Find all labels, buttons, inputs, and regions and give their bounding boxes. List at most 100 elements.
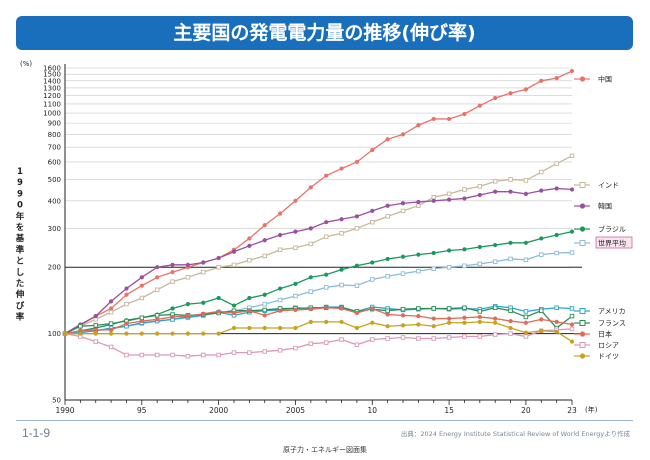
data-point — [339, 267, 344, 272]
data-point — [324, 319, 329, 324]
data-point — [124, 352, 129, 358]
data-point — [262, 238, 267, 243]
data-point — [508, 91, 513, 96]
y-tick-label: 1300 — [43, 84, 61, 92]
data-point — [231, 310, 237, 316]
data-point — [354, 342, 360, 348]
data-point — [247, 295, 252, 301]
data-point — [462, 315, 467, 320]
data-point — [477, 184, 483, 189]
y-tick-label: 1500 — [43, 71, 61, 79]
legend-marker — [579, 226, 586, 232]
data-point — [231, 325, 237, 331]
data-point — [539, 188, 544, 193]
legend-label: ブラジル — [598, 225, 626, 234]
data-point — [216, 352, 221, 358]
data-point — [293, 198, 298, 203]
legend-label: ロシア — [598, 342, 619, 350]
data-point — [431, 250, 436, 256]
series-line-8 — [64, 328, 573, 357]
data-point — [523, 240, 529, 245]
data-point — [416, 268, 421, 274]
y-tick-label: 600 — [48, 158, 61, 166]
legend-marker — [579, 203, 586, 209]
x-tick-label: 95 — [137, 406, 147, 415]
series-line-1 — [64, 155, 573, 335]
data-point — [139, 331, 144, 336]
data-point — [416, 199, 421, 205]
data-point — [446, 116, 452, 122]
data-point — [539, 236, 544, 241]
data-point — [385, 203, 390, 208]
x-tick-label: 15 — [444, 406, 454, 415]
y-tick-label: 800 — [48, 131, 61, 139]
data-point — [323, 234, 329, 239]
data-point — [508, 177, 513, 182]
data-point — [354, 283, 360, 288]
data-point — [400, 201, 406, 206]
data-point — [262, 253, 267, 259]
data-point — [569, 322, 575, 327]
data-point — [170, 331, 175, 336]
data-point — [216, 255, 221, 261]
data-point — [416, 306, 421, 311]
data-point — [523, 309, 529, 314]
data-point — [569, 339, 575, 344]
data-point — [523, 320, 529, 325]
data-point — [93, 323, 98, 328]
data-point — [477, 314, 482, 320]
data-point — [523, 178, 529, 183]
data-point — [385, 324, 390, 329]
data-point — [385, 336, 390, 341]
data-point — [508, 240, 513, 245]
data-point — [339, 166, 344, 171]
data-point — [323, 340, 329, 345]
legend-label: アメリカ — [598, 308, 626, 316]
data-point — [523, 257, 529, 263]
data-point — [293, 293, 298, 299]
data-point — [231, 249, 237, 254]
x-tick-label: 2005 — [286, 406, 305, 415]
data-point — [508, 325, 513, 331]
data-point — [431, 116, 436, 122]
data-point — [569, 313, 575, 319]
data-point — [370, 219, 375, 225]
data-point — [508, 308, 513, 313]
publisher-label: 原子力・エネルギー図面集 — [283, 446, 367, 454]
legend-marker — [579, 182, 586, 188]
data-point — [185, 302, 191, 307]
data-point — [431, 336, 436, 341]
data-point — [124, 321, 129, 326]
legend-label: 世界平均 — [598, 239, 626, 248]
data-point — [446, 306, 452, 311]
data-point — [554, 75, 559, 81]
data-point — [569, 250, 575, 255]
x-unit-label: (年) — [585, 405, 598, 414]
data-point — [216, 295, 221, 301]
y-tick-label: 700 — [48, 144, 61, 152]
data-point — [370, 277, 375, 282]
figure-number: 1-1-9 — [22, 426, 51, 440]
page-title: 主要国の発電電力量の推移(伸び率) — [16, 16, 633, 50]
source-note: 出典：2024 Energy Institute Statistical Rev… — [400, 430, 630, 438]
data-point — [554, 161, 559, 166]
data-point — [139, 352, 145, 358]
legend-highlight-box — [595, 236, 633, 249]
data-point — [308, 185, 313, 190]
data-point — [462, 247, 467, 252]
data-point — [385, 273, 390, 279]
data-point — [324, 272, 329, 277]
data-point — [569, 187, 575, 192]
data-point — [154, 352, 160, 358]
data-point — [277, 297, 283, 303]
data-point — [523, 87, 529, 92]
data-point — [247, 236, 252, 241]
data-point — [216, 264, 221, 270]
data-point — [446, 320, 452, 325]
y-tick-label: 200 — [48, 264, 61, 272]
data-point — [185, 314, 191, 319]
data-point — [62, 331, 68, 336]
data-point — [523, 334, 529, 339]
data-point — [170, 306, 175, 311]
data-point — [446, 248, 452, 253]
